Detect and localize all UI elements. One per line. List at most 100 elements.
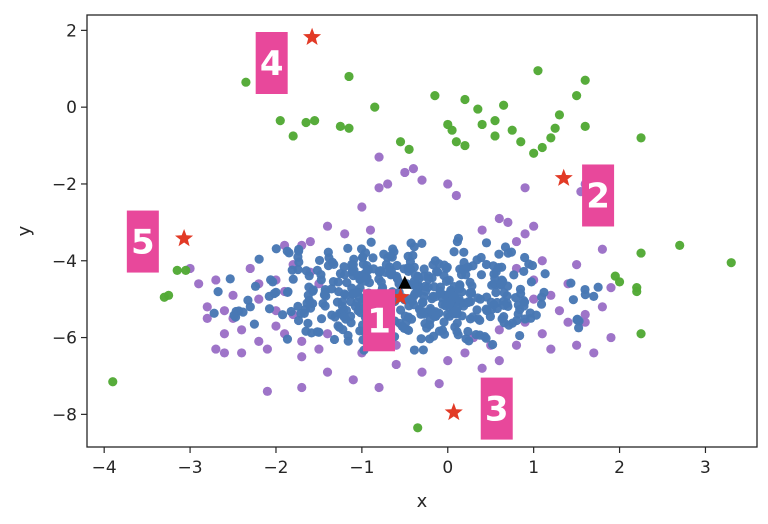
blue-point [329, 334, 340, 345]
blue-point [385, 262, 395, 272]
purple-point [374, 382, 384, 393]
blue-point [343, 330, 353, 341]
blue-point [353, 271, 363, 281]
blue-point [493, 263, 503, 273]
annotation-box [363, 289, 396, 352]
y-tick-label: −6 [52, 329, 77, 349]
blue-point [346, 318, 356, 328]
blue-point [481, 238, 492, 248]
blue-point [520, 314, 530, 324]
blue-point [271, 244, 281, 254]
green-point [241, 77, 251, 87]
annotation-box [126, 210, 159, 273]
purple-point [451, 190, 461, 201]
blue-point [303, 290, 313, 300]
purple-point [537, 329, 547, 339]
blue-point [476, 270, 487, 280]
markers-layer [175, 27, 573, 421]
purple-point [211, 275, 221, 285]
x-tick-label: −3 [178, 458, 203, 478]
blue-point [593, 282, 603, 292]
purple-point [494, 325, 504, 335]
blue-point [526, 277, 536, 287]
green-point [533, 66, 543, 76]
blue-point [293, 301, 303, 311]
blue-point [487, 280, 497, 290]
purple-point [511, 340, 522, 350]
blue-point [476, 252, 486, 263]
blue-point [395, 305, 406, 315]
annotation-label: 3 [485, 390, 509, 430]
blue-point [453, 233, 464, 243]
purple-point [400, 167, 410, 178]
points-layer [108, 66, 736, 433]
blue-point [352, 298, 362, 308]
annotation-layer: 1 2 3 4 5 [126, 32, 615, 440]
purple-point [503, 217, 513, 227]
purple-point [529, 221, 539, 231]
green-point [430, 91, 440, 101]
blue-point [465, 288, 475, 298]
y-tick-label: −8 [52, 405, 77, 425]
blue-point [406, 314, 417, 324]
annotation-box [480, 377, 513, 440]
purple-point [477, 225, 487, 235]
blue-point [282, 246, 292, 256]
blue-point [486, 297, 496, 307]
blue-point [333, 277, 343, 287]
green-point [413, 423, 423, 433]
blue-point [323, 261, 334, 271]
blue-point [504, 320, 514, 330]
green-point [181, 265, 191, 275]
green-point [344, 123, 354, 133]
blue-point [463, 326, 473, 337]
blue-point [264, 304, 275, 314]
blue-point [209, 308, 219, 318]
blue-point [368, 264, 379, 274]
blue-point [243, 295, 253, 305]
green-point [572, 91, 582, 101]
blue-point [409, 242, 419, 252]
green-point [537, 142, 547, 153]
blue-point [439, 317, 449, 327]
blue-point [417, 238, 427, 248]
blue-point [500, 242, 511, 252]
blue-point [304, 271, 314, 281]
blue-point [296, 308, 306, 319]
blue-point [459, 247, 469, 257]
purple-point [262, 344, 272, 354]
blue-point [303, 318, 313, 328]
star-marker-1 [391, 287, 410, 305]
purple-point [417, 175, 427, 185]
blue-point [482, 306, 492, 316]
purple-point [606, 332, 616, 343]
purple-point [202, 313, 212, 323]
blue-point [338, 325, 348, 335]
blue-point [321, 291, 331, 301]
blue-point [459, 301, 469, 311]
blue-point [475, 294, 485, 304]
blue-point [410, 289, 420, 299]
annotation-label: 1 [367, 301, 391, 341]
blue-point [515, 330, 525, 341]
blue-point [286, 306, 296, 317]
purple-point [365, 225, 376, 235]
mean-triangle-marker [398, 275, 412, 289]
green-point [546, 133, 556, 143]
green-point [580, 75, 590, 85]
blue-point [454, 284, 464, 294]
blue-point [409, 345, 420, 355]
purple-point [529, 294, 539, 304]
y-axis-ticks: 2 0 −2 −4 −6 −8 [52, 21, 87, 425]
green-point [636, 133, 646, 143]
green-point [580, 121, 590, 131]
blue-point [419, 264, 429, 274]
blue-point [420, 281, 430, 291]
blue-point [264, 291, 274, 301]
green-point [632, 283, 642, 293]
blue-point [513, 300, 523, 310]
blue-point [491, 287, 501, 298]
y-tick-label: 2 [66, 21, 77, 41]
blue-point [416, 309, 426, 319]
